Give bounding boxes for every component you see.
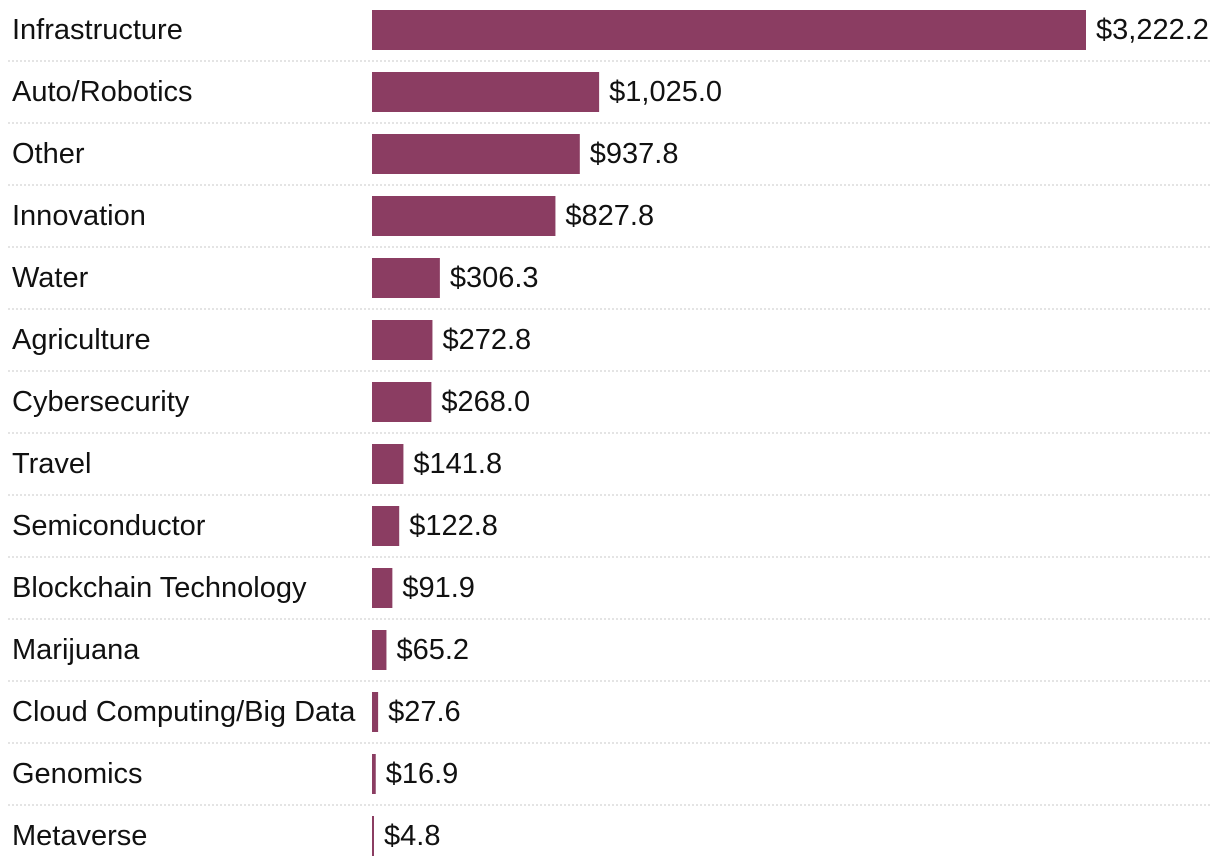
bar: [372, 692, 379, 732]
value-label: $827.8: [565, 200, 654, 232]
category-label: Agriculture: [12, 324, 151, 356]
bar: [372, 382, 432, 422]
category-label: Travel: [12, 448, 92, 480]
value-label: $65.2: [396, 634, 469, 666]
value-label: $3,222.2: [1096, 14, 1209, 46]
category-label: Cloud Computing/Big Data: [12, 696, 356, 728]
bar: [372, 72, 600, 112]
bar: [372, 506, 400, 546]
value-label: $272.8: [442, 324, 531, 356]
bar: [372, 134, 580, 174]
category-label: Other: [12, 138, 85, 170]
value-label: $122.8: [409, 510, 498, 542]
category-label: Auto/Robotics: [12, 76, 193, 108]
value-label: $4.8: [384, 820, 440, 852]
bar: [372, 196, 556, 236]
category-label: Water: [12, 262, 89, 294]
bar: [372, 10, 1086, 50]
category-label: Innovation: [12, 200, 146, 232]
bar: [372, 816, 374, 856]
value-label: $16.9: [386, 758, 459, 790]
bar: [372, 568, 393, 608]
value-label: $141.8: [413, 448, 502, 480]
category-label: Cybersecurity: [12, 386, 190, 418]
value-label: $91.9: [402, 572, 475, 604]
value-label: $306.3: [450, 262, 539, 294]
bar: [372, 630, 387, 670]
bar: [372, 444, 404, 484]
value-label: $268.0: [441, 386, 530, 418]
bar: [372, 320, 433, 360]
bar: [372, 754, 376, 794]
category-label: Genomics: [12, 758, 143, 790]
category-label: Blockchain Technology: [12, 572, 307, 604]
value-label: $1,025.0: [609, 76, 722, 108]
category-label: Metaverse: [12, 820, 147, 852]
value-label: $937.8: [590, 138, 679, 170]
category-label: Infrastructure: [12, 14, 183, 46]
category-label: Marijuana: [12, 634, 140, 666]
category-label: Semiconductor: [12, 510, 206, 542]
bar: [372, 258, 440, 298]
value-label: $27.6: [388, 696, 461, 728]
